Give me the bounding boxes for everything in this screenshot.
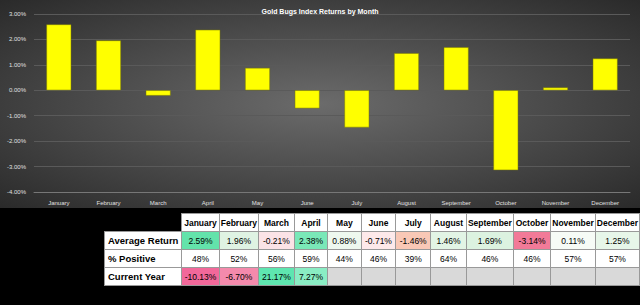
svg-text:July: July xyxy=(351,200,362,206)
html-text:Current Year: Current Year xyxy=(108,271,165,282)
html-text:-1.46%: -1.46% xyxy=(399,235,427,246)
svg-text:December: December xyxy=(591,200,619,206)
html-text:57%: 57% xyxy=(608,253,626,264)
html-text:0.88%: 0.88% xyxy=(332,235,357,246)
html-text:44%: 44% xyxy=(335,253,353,264)
html-text:52%: 52% xyxy=(230,253,248,264)
html-text:July: July xyxy=(404,217,422,228)
svg-text:0.00%: 0.00% xyxy=(9,87,27,93)
svg-text:October: October xyxy=(495,200,516,206)
html-text:46%: 46% xyxy=(523,253,541,264)
html-text:46%: 46% xyxy=(369,253,387,264)
svg-text:August: August xyxy=(397,200,416,206)
svg-text:April: April xyxy=(202,200,214,206)
html-text:64%: 64% xyxy=(440,253,457,264)
html-text:August September October Novem: August September October November Decemb… xyxy=(433,217,638,228)
svg-text:-4.00%: -4.00% xyxy=(7,189,27,195)
html-text:1.46%: 1.46% xyxy=(436,235,461,246)
svg-text:May: May xyxy=(252,200,263,206)
html-text:59%: 59% xyxy=(302,253,320,264)
html-text:-3.14%: -3.14% xyxy=(518,235,546,246)
html-text:39%: 39% xyxy=(404,253,422,264)
svg-text:-1.00%: -1.00% xyxy=(7,113,27,119)
svg-text:February: February xyxy=(96,200,120,206)
html-text:-0.21%: -0.21% xyxy=(262,235,290,246)
svg-text:-3.00%: -3.00% xyxy=(7,164,27,170)
html-text:7.27%: 7.27% xyxy=(298,271,323,282)
html-text:% Positive: % Positive xyxy=(108,253,156,264)
svg-text:2.00%: 2.00% xyxy=(9,36,27,42)
svg-text:3.00%: 3.00% xyxy=(9,11,27,17)
html-text:-10.13%: -10.13% xyxy=(184,271,217,282)
svg-text:November: November xyxy=(542,200,570,206)
svg-text:-2.00%: -2.00% xyxy=(7,138,27,144)
html-text:-0.71%: -0.71% xyxy=(365,235,392,246)
html-text:2.38%: 2.38% xyxy=(298,235,323,246)
svg-text:January: January xyxy=(48,200,69,206)
html-text:1.96%: 1.96% xyxy=(226,235,251,246)
html-text:0.11%: 0.11% xyxy=(561,235,585,246)
html-text:57%: 57% xyxy=(564,253,582,264)
svg-text:June: June xyxy=(301,200,315,206)
html-text:48%: 48% xyxy=(192,253,209,264)
svg-text:March: March xyxy=(150,200,167,206)
html-text:2.59%: 2.59% xyxy=(188,235,213,246)
html-text:March: March xyxy=(263,217,289,228)
svg-text:Gold Bugs Index Returns by Mon: Gold Bugs Index Returns by Month xyxy=(261,8,378,16)
html-text:1.69%: 1.69% xyxy=(477,235,502,246)
html-text:April: April xyxy=(301,217,321,228)
html-text:May: May xyxy=(336,217,353,228)
html-text:Average Return: Average Return xyxy=(108,235,179,246)
svg-text:1.00%: 1.00% xyxy=(9,62,27,68)
html-text:56%: 56% xyxy=(267,253,285,264)
html-text:-6.70%: -6.70% xyxy=(225,271,253,282)
html-text:January February: January February xyxy=(184,217,258,228)
html-text:1.25%: 1.25% xyxy=(605,235,630,246)
html-text:21.17%: 21.17% xyxy=(262,271,291,282)
svg-text:September: September xyxy=(441,200,470,206)
html-text:46%: 46% xyxy=(481,253,499,264)
html-text:June: June xyxy=(368,217,389,228)
